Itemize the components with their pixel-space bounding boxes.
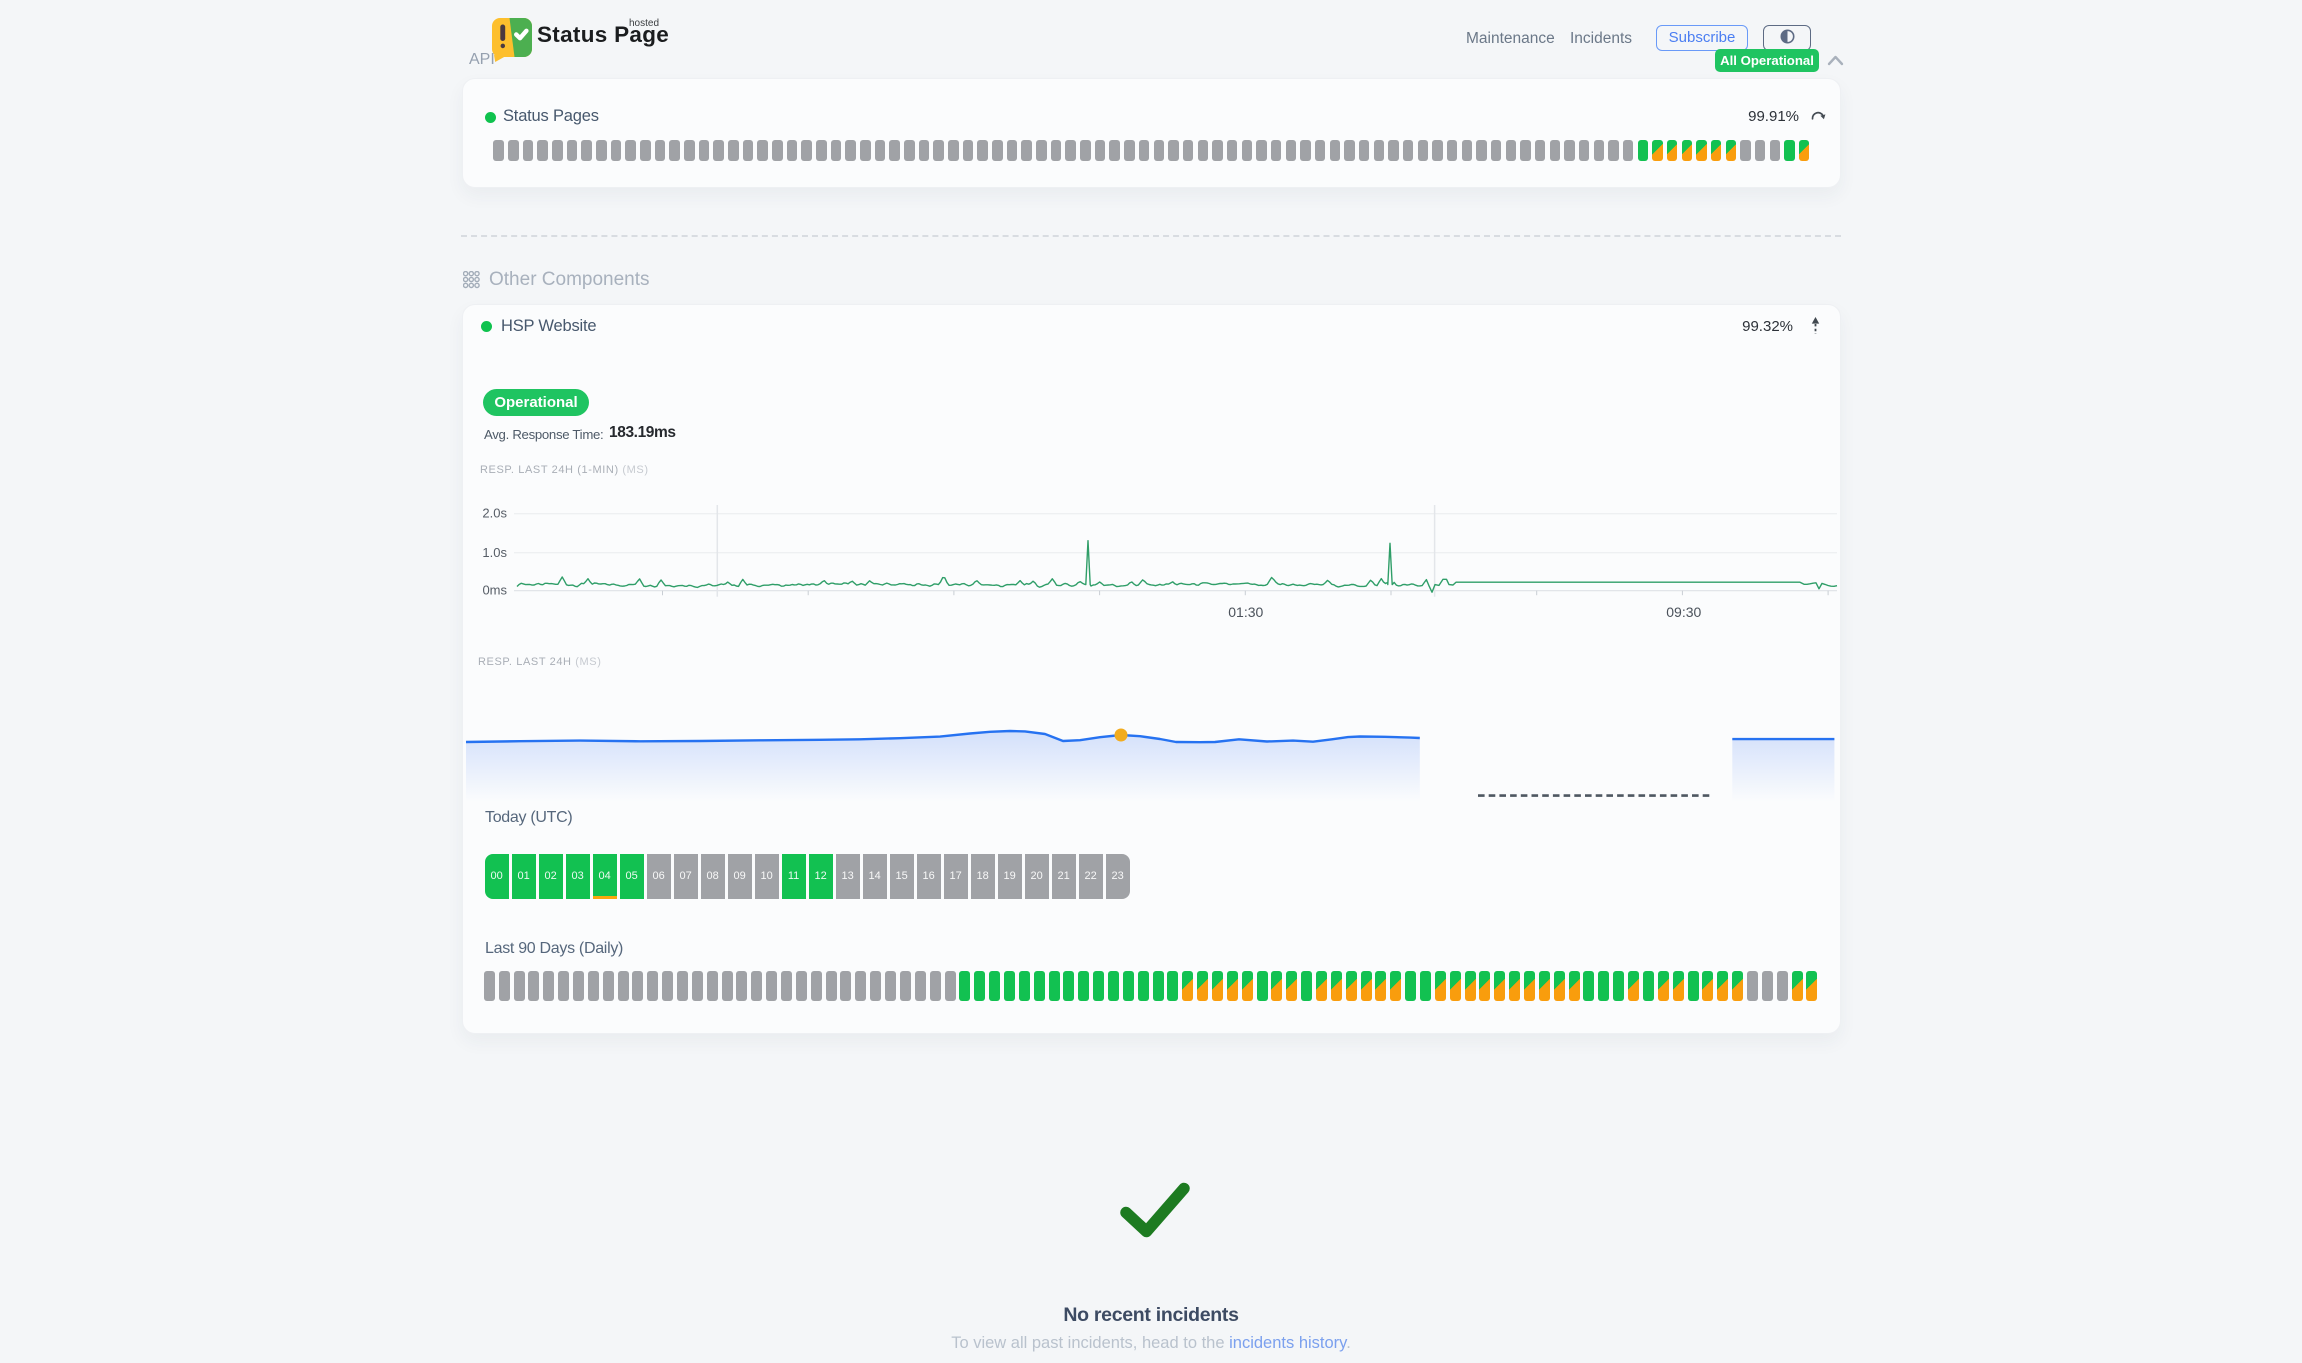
svg-text:1.0s: 1.0s [482, 545, 507, 560]
svg-text:01:30: 01:30 [1228, 604, 1263, 620]
svg-text:09:30: 09:30 [1666, 604, 1701, 620]
svg-text:0ms: 0ms [482, 583, 507, 598]
svg-text:2.0s: 2.0s [482, 506, 507, 521]
